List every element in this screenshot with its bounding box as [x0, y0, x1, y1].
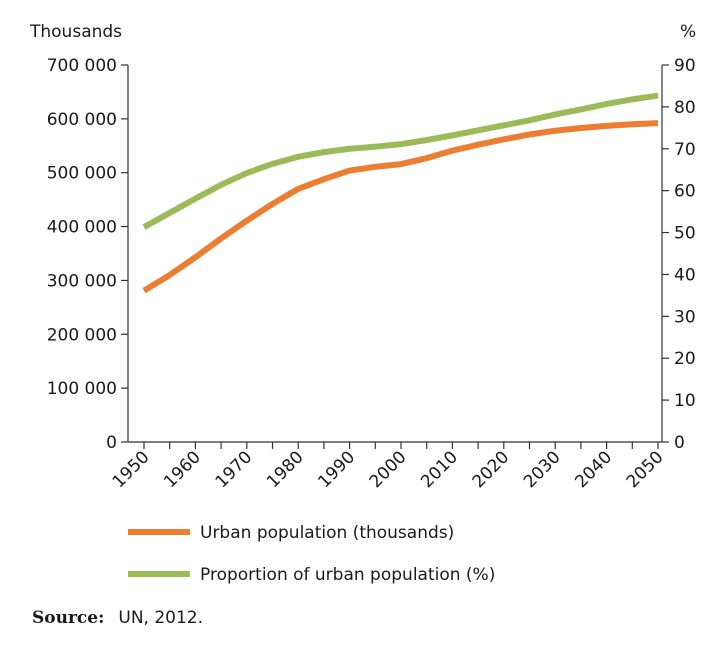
- y-right-tick-label: 70: [674, 140, 696, 160]
- y-left-tick-label: 400 000: [47, 218, 117, 238]
- y-right-tick-label: 60: [674, 182, 696, 202]
- x-tick-label: 1950: [109, 447, 154, 492]
- legend-label: Urban population (thousands): [200, 523, 454, 543]
- y-right-tick-label: 10: [674, 391, 696, 411]
- y-right-tick-label: 20: [674, 349, 696, 369]
- y-left-tick-label: 200 000: [47, 325, 117, 345]
- y-left-tick-label: 600 000: [47, 110, 117, 130]
- y-right-tick-label: 80: [674, 98, 696, 118]
- y-left-tick-label: 300 000: [47, 271, 117, 291]
- x-tick-label: 2010: [417, 447, 462, 492]
- y-right-tick-label: 90: [674, 56, 696, 76]
- y-right-tick-label: 0: [674, 433, 685, 453]
- series-layer: [142, 92, 659, 294]
- x-tick-label: 1960: [160, 447, 205, 492]
- x-tick-label: 1990: [314, 447, 359, 492]
- axes: 0 100 000 200 000 300 000 400 000 500 000 600 …: [47, 56, 696, 492]
- x-tick-label: 2000: [366, 447, 411, 492]
- y-left-tick-label: 0: [106, 433, 117, 453]
- chart: Thousands % 0 100 000 200 000 300 000 400 00…: [29, 22, 696, 585]
- legend-label: Proportion of urban population (%): [200, 565, 495, 585]
- y-right-tick-label: 30: [674, 307, 696, 327]
- y-right-axis-title: %: [680, 22, 696, 42]
- y-left-tick-label: 500 000: [47, 164, 117, 184]
- x-tick-label: 1970: [212, 447, 257, 492]
- x-tick-label: 2020: [469, 447, 514, 492]
- y-left-tick-label: 700 000: [47, 56, 117, 76]
- series-line-urban-proportion: [142, 92, 659, 230]
- series-line-urban-population: [142, 120, 659, 294]
- y-right-tick-label: 40: [674, 265, 696, 285]
- source-text: UN, 2012.: [118, 608, 204, 628]
- x-tick-label: 2040: [571, 447, 616, 492]
- source-label: Source:: [32, 608, 105, 628]
- legend: Urban population (thousands) Proportion o…: [128, 523, 495, 585]
- x-tick-label: 1980: [263, 447, 308, 492]
- y-left-axis-title: Thousands: [29, 22, 122, 42]
- source-note: Source: UN, 2012.: [32, 608, 203, 628]
- x-tick-label: 2030: [520, 447, 565, 492]
- y-right-tick-label: 50: [674, 224, 696, 244]
- x-tick-label: 2050: [623, 447, 668, 492]
- y-left-tick-label: 100 000: [47, 379, 117, 399]
